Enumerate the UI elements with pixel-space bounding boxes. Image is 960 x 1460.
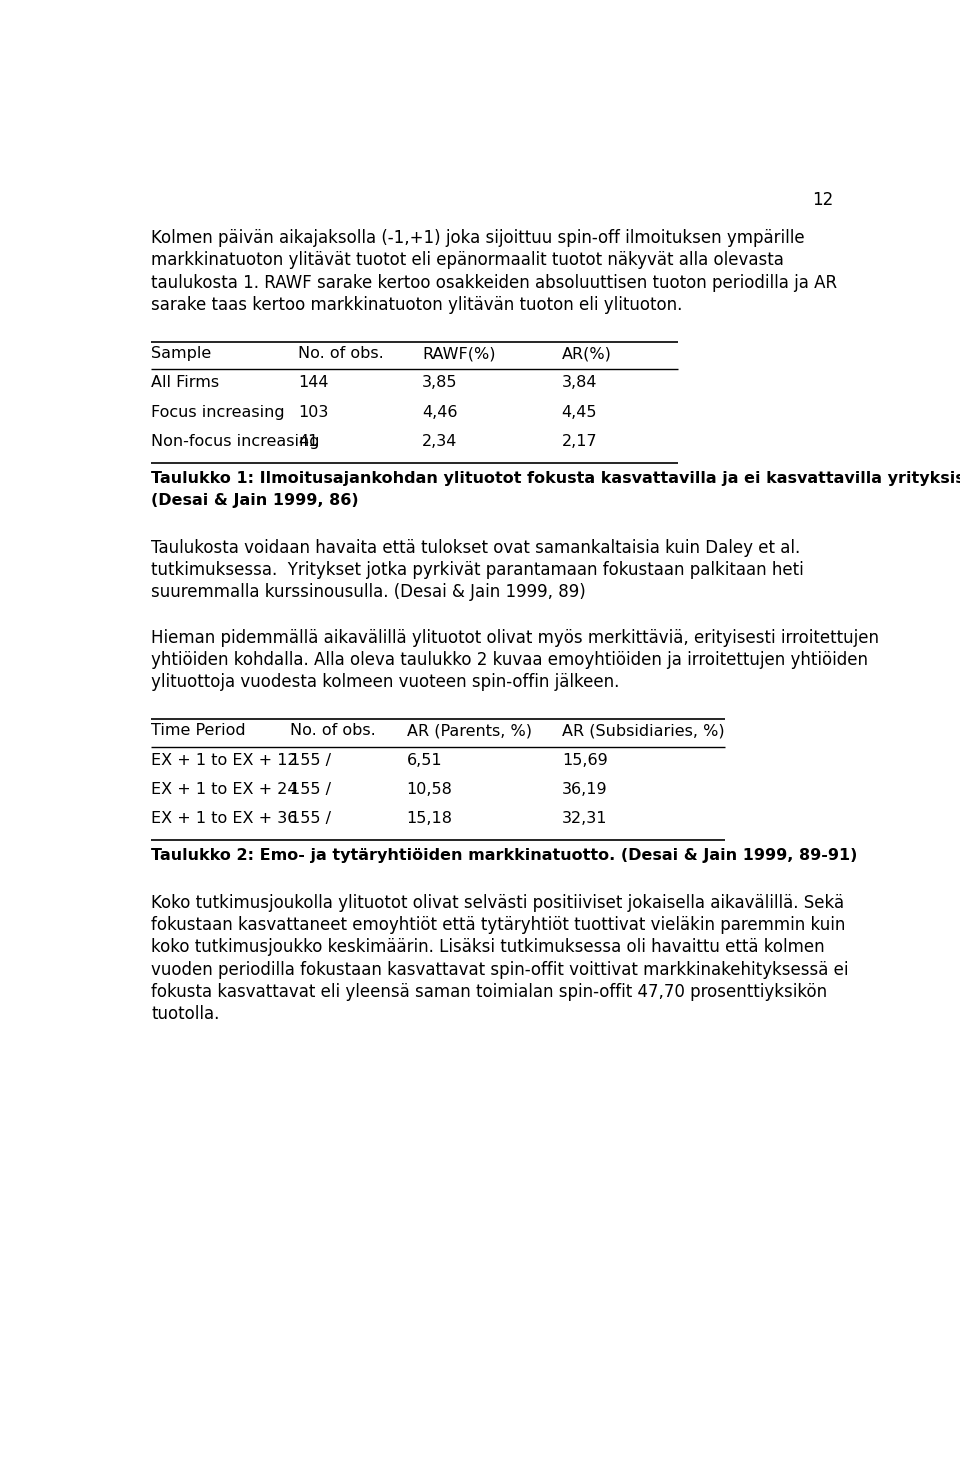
Text: fokustaan kasvattaneet emoyhtiöt että tytäryhtiöt tuottivat vieläkin paremmin ku: fokustaan kasvattaneet emoyhtiöt että ty… [151, 915, 846, 934]
Text: ylituottoja vuodesta kolmeen vuoteen spin-offin jälkeen.: ylituottoja vuodesta kolmeen vuoteen spi… [151, 673, 619, 692]
Text: Koko tutkimusjoukolla ylituotot olivat selvästi positiiviset jokaisella aikaväli: Koko tutkimusjoukolla ylituotot olivat s… [151, 894, 844, 911]
Text: 12: 12 [812, 191, 833, 209]
Text: 144: 144 [299, 375, 328, 390]
Text: 10,58: 10,58 [407, 783, 452, 797]
Text: Kolmen päivän aikajaksolla (-1,+1) joka sijoittuu spin-off ilmoituksen ympärille: Kolmen päivän aikajaksolla (-1,+1) joka … [151, 229, 804, 247]
Text: taulukosta 1. RAWF sarake kertoo osakkeiden absoluuttisen tuoton periodilla ja A: taulukosta 1. RAWF sarake kertoo osakkei… [151, 274, 837, 292]
Text: EX + 1 to EX + 12: EX + 1 to EX + 12 [151, 753, 298, 768]
Text: 15,69: 15,69 [562, 753, 608, 768]
Text: 4,45: 4,45 [562, 404, 597, 419]
Text: AR(%): AR(%) [562, 346, 612, 361]
Text: markkinatuoton ylitävät tuotot eli epänormaalit tuotot näkyvät alla olevasta: markkinatuoton ylitävät tuotot eli epäno… [151, 251, 784, 270]
Text: AR (Subsidiaries, %): AR (Subsidiaries, %) [562, 724, 725, 739]
Text: 2,34: 2,34 [422, 434, 458, 448]
Text: 32,31: 32,31 [562, 812, 608, 826]
Text: Taulukko 1: Ilmoitusajankohdan ylituotot fokusta kasvattavilla ja ei kasvattavil: Taulukko 1: Ilmoitusajankohdan ylituotot… [151, 472, 960, 486]
Text: Taulukosta voidaan havaita että tulokset ovat samankaltaisia kuin Daley et al.: Taulukosta voidaan havaita että tulokset… [151, 539, 801, 556]
Text: 4,46: 4,46 [422, 404, 458, 419]
Text: 155 /: 155 / [291, 812, 331, 826]
Text: RAWF(%): RAWF(%) [422, 346, 495, 361]
Text: 3,84: 3,84 [562, 375, 597, 390]
Text: suuremmalla kurssinousulla. (Desai & Jain 1999, 89): suuremmalla kurssinousulla. (Desai & Jai… [151, 584, 586, 602]
Text: EX + 1 to EX + 24: EX + 1 to EX + 24 [151, 783, 298, 797]
Text: vuoden periodilla fokustaan kasvattavat spin-offit voittivat markkinakehityksess: vuoden periodilla fokustaan kasvattavat … [151, 961, 849, 978]
Text: 3,85: 3,85 [422, 375, 458, 390]
Text: All Firms: All Firms [151, 375, 219, 390]
Text: sarake taas kertoo markkinatuoton ylitävän tuoton eli ylituoton.: sarake taas kertoo markkinatuoton ylitäv… [151, 296, 683, 314]
Text: Focus increasing: Focus increasing [151, 404, 284, 419]
Text: AR (Parents, %): AR (Parents, %) [407, 724, 532, 739]
Text: No. of obs.: No. of obs. [299, 346, 384, 361]
Text: 15,18: 15,18 [407, 812, 453, 826]
Text: fokusta kasvattavat eli yleensä saman toimialan spin-offit 47,70 prosenttiyksikö: fokusta kasvattavat eli yleensä saman to… [151, 983, 828, 1002]
Text: 2,17: 2,17 [562, 434, 597, 448]
Text: 155 /: 155 / [291, 753, 331, 768]
Text: Sample: Sample [151, 346, 211, 361]
Text: 36,19: 36,19 [562, 783, 608, 797]
Text: 6,51: 6,51 [407, 753, 443, 768]
Text: tutkimuksessa.  Yritykset jotka pyrkivät parantamaan fokustaan palkitaan heti: tutkimuksessa. Yritykset jotka pyrkivät … [151, 561, 804, 580]
Text: (Desai & Jain 1999, 86): (Desai & Jain 1999, 86) [151, 493, 359, 508]
Text: EX + 1 to EX + 36: EX + 1 to EX + 36 [151, 812, 298, 826]
Text: Hieman pidemmällä aikavälillä ylituotot olivat myös merkittäviä, erityisesti irr: Hieman pidemmällä aikavälillä ylituotot … [151, 629, 879, 647]
Text: 103: 103 [299, 404, 328, 419]
Text: tuotolla.: tuotolla. [151, 1006, 220, 1023]
Text: Taulukko 2: Emo- ja tytäryhtiöiden markkinatuotto. (Desai & Jain 1999, 89-91): Taulukko 2: Emo- ja tytäryhtiöiden markk… [151, 848, 857, 863]
Text: No. of obs.: No. of obs. [291, 724, 376, 739]
Text: yhtiöiden kohdalla. Alla oleva taulukko 2 kuvaa emoyhtiöiden ja irroitettujen yh: yhtiöiden kohdalla. Alla oleva taulukko … [151, 651, 868, 669]
Text: Non-focus increasing: Non-focus increasing [151, 434, 320, 448]
Text: Time Period: Time Period [151, 724, 246, 739]
Text: 155 /: 155 / [291, 783, 331, 797]
Text: 41: 41 [299, 434, 319, 448]
Text: koko tutkimusjoukko keskimäärin. Lisäksi tutkimuksessa oli havaittu että kolmen: koko tutkimusjoukko keskimäärin. Lisäksi… [151, 939, 825, 956]
